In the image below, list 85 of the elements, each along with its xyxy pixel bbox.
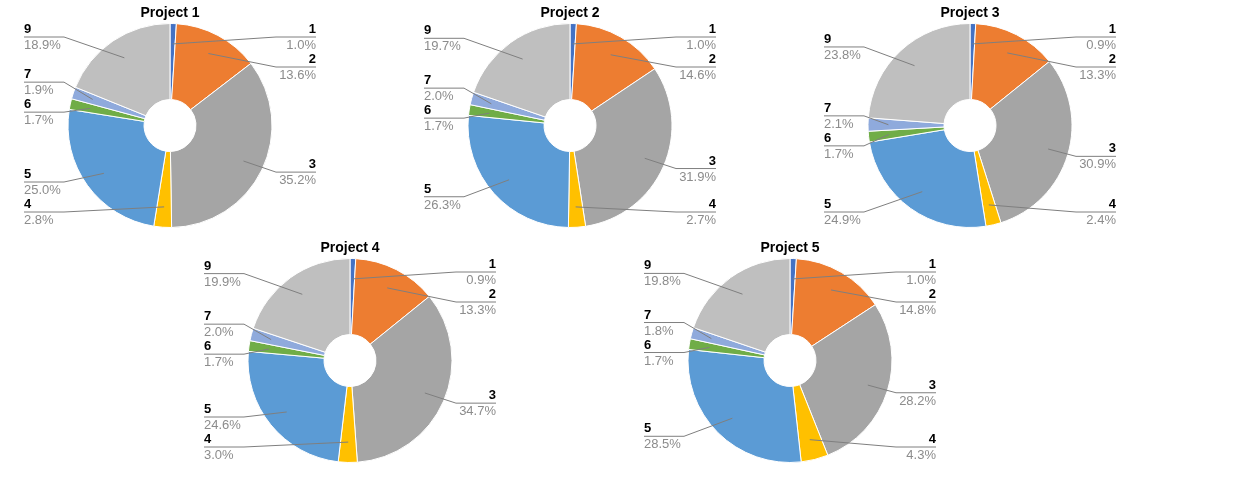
data-label: 19.9% — [204, 273, 242, 289]
slice-label: 9 — [824, 30, 832, 46]
data-label: 34.7% — [459, 403, 497, 419]
slice-label: 9 — [644, 257, 652, 273]
slice-label: 3 — [308, 156, 316, 172]
slice-label: 2 — [488, 286, 496, 301]
slice-label: 3 — [708, 152, 716, 168]
slice-label: 4 — [1108, 196, 1117, 211]
chart-title: Project 1 — [140, 3, 200, 20]
slice-label: 1 — [308, 21, 316, 36]
data-label: 26.3% — [424, 196, 462, 212]
data-label: 2.4% — [1086, 212, 1117, 227]
slice-label: 9 — [24, 21, 32, 36]
data-label: 1.9% — [24, 82, 55, 98]
slice-label: 5 — [204, 401, 212, 416]
slice-label: 4 — [24, 196, 32, 211]
data-label: 28.2% — [899, 392, 937, 408]
data-label: 3.0% — [204, 447, 235, 462]
data-label: 23.8% — [824, 46, 862, 62]
slice-label: 1 — [708, 21, 716, 36]
chart-title: Project 2 — [540, 3, 600, 20]
slice-label: 5 — [824, 196, 832, 211]
data-label: 4.3% — [906, 447, 937, 462]
slice-label: 7 — [424, 72, 432, 88]
data-label: 1.0% — [906, 272, 937, 287]
data-label: 2.7% — [686, 212, 717, 227]
data-label: 1.7% — [24, 112, 55, 128]
slice-label: 5 — [644, 420, 652, 436]
data-label: 13.3% — [459, 302, 497, 317]
data-label: 14.8% — [899, 302, 937, 317]
slice-label: 6 — [24, 96, 32, 112]
chart-title: Project 5 — [760, 238, 820, 255]
data-label: 31.9% — [679, 168, 717, 184]
chart-title: Project 3 — [940, 3, 1000, 20]
data-label: 24.6% — [204, 417, 242, 432]
data-label: 13.3% — [1079, 67, 1117, 82]
data-label: 1.7% — [824, 145, 855, 161]
data-label: 2.8% — [24, 212, 55, 227]
slice-label: 6 — [824, 129, 832, 145]
slice-label: 5 — [24, 166, 32, 181]
slice-label: 2 — [1108, 51, 1116, 66]
slice-label: 7 — [204, 308, 212, 324]
slice-label: 4 — [204, 431, 212, 446]
data-label: 1.7% — [204, 354, 235, 370]
slice-label: 3 — [1108, 140, 1116, 156]
data-label: 28.5% — [644, 436, 682, 452]
slice-label: 5 — [424, 180, 432, 196]
data-label: 1.0% — [686, 37, 717, 52]
data-label: 2.1% — [824, 115, 855, 131]
data-label: 2.0% — [204, 324, 235, 340]
data-label: 2.0% — [424, 88, 455, 104]
slice-label: 2 — [708, 51, 716, 66]
slice-label: 1 — [488, 256, 496, 271]
data-label: 1.8% — [644, 322, 675, 338]
slice-label: 1 — [928, 256, 936, 271]
slice-label: 6 — [204, 338, 212, 354]
data-label: 1.7% — [424, 118, 455, 134]
data-label: 1.7% — [644, 352, 675, 368]
slice-label: 9 — [424, 22, 432, 38]
data-label: 35.2% — [279, 172, 317, 188]
data-label: 19.7% — [424, 38, 462, 54]
chart-title: Project 4 — [320, 238, 380, 255]
slice-label: 6 — [644, 336, 652, 352]
slice-label: 3 — [488, 387, 496, 403]
data-label: 0.9% — [1086, 37, 1117, 52]
slice-label: 2 — [928, 286, 936, 301]
data-label: 19.8% — [644, 273, 682, 289]
slice-label: 7 — [24, 66, 32, 82]
slice-label: 7 — [824, 99, 832, 115]
slice-label: 3 — [928, 376, 936, 392]
data-label: 14.6% — [679, 67, 717, 82]
slice-label: 2 — [308, 51, 316, 66]
data-label: 25.0% — [24, 182, 62, 197]
data-label: 18.9% — [24, 37, 62, 52]
data-label: 30.9% — [1079, 156, 1117, 172]
data-label: 1.0% — [286, 37, 317, 52]
slice-label: 1 — [1108, 21, 1116, 36]
slice-label: 7 — [644, 306, 652, 322]
data-label: 0.9% — [466, 272, 497, 287]
data-label: 13.6% — [279, 67, 317, 82]
slice-label: 6 — [424, 102, 432, 118]
data-label: 24.9% — [824, 212, 862, 227]
slice-label: 4 — [928, 431, 937, 446]
slice-label: 9 — [204, 257, 212, 273]
slice-label: 4 — [708, 196, 717, 211]
